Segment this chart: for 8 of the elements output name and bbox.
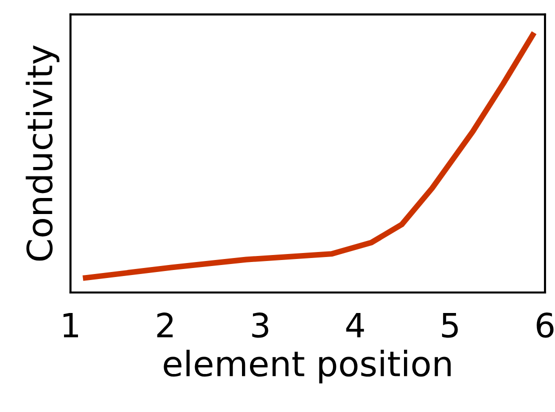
x-tick-label: 2 <box>157 312 173 338</box>
x-tick-label: 1 <box>64 312 78 338</box>
x-tick-label: 3 <box>252 312 268 338</box>
x-axis-title: element position <box>164 350 451 384</box>
x-tick-label: 5 <box>442 312 458 338</box>
x-tick-label: 4 <box>346 312 364 338</box>
y-axis-title: Conductivity <box>26 45 60 261</box>
x-tick-label: 6 <box>536 312 554 338</box>
